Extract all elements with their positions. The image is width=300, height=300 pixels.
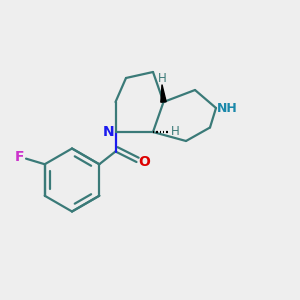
Polygon shape	[161, 85, 166, 102]
Text: F: F	[15, 150, 25, 164]
Text: H: H	[170, 125, 179, 139]
Text: H: H	[158, 72, 166, 85]
Text: NH: NH	[217, 101, 238, 115]
Text: N: N	[103, 125, 115, 139]
Text: O: O	[138, 155, 150, 169]
